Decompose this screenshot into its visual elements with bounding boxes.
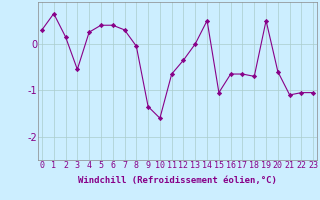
X-axis label: Windchill (Refroidissement éolien,°C): Windchill (Refroidissement éolien,°C) [78, 176, 277, 185]
